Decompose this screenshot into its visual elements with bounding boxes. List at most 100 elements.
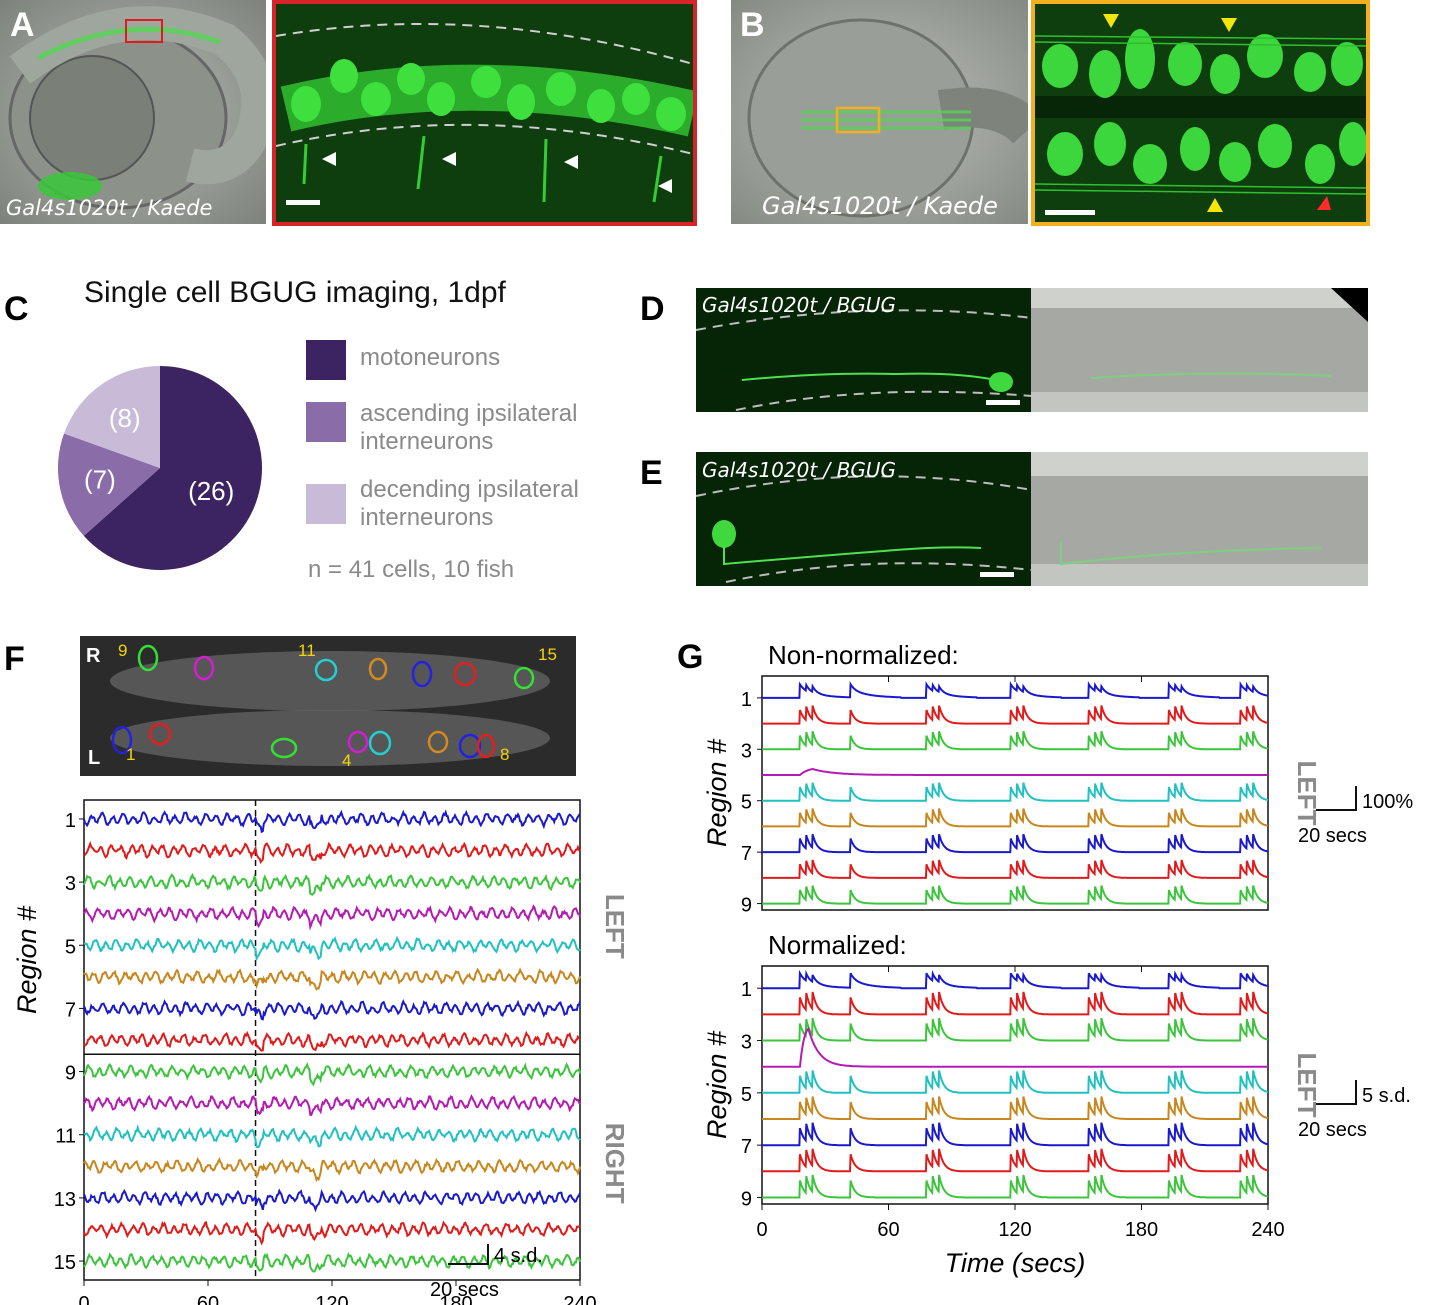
chart-f-ylabel: Region #	[12, 905, 42, 1014]
pie-slice-label: (7)	[84, 465, 116, 495]
legend-swatch-ascending	[306, 402, 346, 442]
chart-f-series-line	[83, 1093, 581, 1116]
embryo-b-drawing	[731, 0, 1028, 224]
chart-f-series-line	[83, 1220, 581, 1246]
panel-b-zoom-image	[1031, 0, 1370, 226]
chart-f-ytick-label: 5	[65, 936, 76, 958]
chart-f-ytick-label: 1	[65, 810, 76, 832]
panel-a-zoom-drawing	[276, 4, 693, 222]
legend-item-ascending: ascending ipsilateral interneurons	[306, 400, 630, 456]
legend-swatch-descending	[306, 484, 346, 524]
panel-e-bright-drawing	[1031, 452, 1368, 586]
roi-number-15: 15	[538, 645, 557, 664]
chart-f-xtick-label: 240	[563, 1293, 596, 1305]
chart-g-bottom-ytick-label: 7	[741, 1136, 752, 1158]
panel-d-fluor-drawing	[696, 288, 1032, 412]
chart-g-top-series-line	[762, 767, 1268, 776]
chart-f-series-line	[83, 967, 581, 991]
chart-f-series-line	[83, 840, 581, 865]
panel-e-caption: Gal4s1020t / BGUG	[702, 458, 897, 482]
chart-f-series-line	[83, 1061, 581, 1087]
chart-g-bottom-group-left: LEFT	[1292, 1053, 1322, 1118]
chart-g-bottom-series-line	[762, 1026, 1268, 1068]
chart-g-bottom-series-line	[762, 991, 1269, 1016]
panel-f-label: F	[4, 640, 25, 678]
roi-number-11: 11	[298, 641, 316, 660]
panel-e-label: E	[640, 454, 663, 492]
panel-g-label: G	[677, 638, 704, 676]
legend-label-motoneurons: motoneurons	[360, 344, 501, 371]
chart-g-top-series-line	[762, 705, 1269, 725]
chart-f-scalebar-x: 20 secs	[430, 1279, 499, 1301]
chart-g-bottom-series-line	[762, 1174, 1269, 1199]
chart-g-top-scalebar	[1316, 786, 1357, 811]
chart-g-top-series-line	[762, 885, 1269, 905]
chart-f-ytick-label: 9	[65, 1063, 76, 1085]
panel-d-label: D	[640, 290, 665, 328]
panel-e-fluorescence-image	[696, 452, 1032, 586]
chart-g-top-series-line	[762, 859, 1268, 879]
chart-f-ytick-label: 7	[65, 999, 76, 1021]
chart-g-top-scalebar-x: 20 secs	[1298, 825, 1367, 847]
panel-b-zoom-drawing	[1035, 4, 1366, 222]
panel-c-label: C	[4, 290, 29, 328]
chart-g-bottom-scalebar	[1316, 1080, 1357, 1105]
chart-f-series-line	[83, 1252, 581, 1273]
roi-side-r: R	[86, 645, 101, 667]
chart-f-frame	[83, 799, 581, 1281]
chart-f-series-line	[83, 1124, 581, 1148]
chart-g-top-ytick-label: 5	[741, 792, 752, 814]
chart-g-top-ylabel: Region #	[702, 738, 732, 847]
chart-f-ytick-label: 15	[54, 1252, 76, 1274]
panel-c-title: Single cell BGUG imaging, 1dpf	[84, 276, 506, 309]
panel-c-footnote: n = 41 cells, 10 fish	[308, 556, 515, 583]
chart-g-traces: 1 3 5 7 9 Region # LEFT Non-normalized: 100% 20 s…	[702, 640, 1413, 1278]
panel-e-fluor-drawing	[696, 452, 1032, 586]
pie-slice	[64, 366, 160, 468]
chart-g-bottom-ylabel: Region #	[702, 1030, 732, 1139]
chart-g-bottom-title: Normalized:	[768, 930, 907, 960]
panel-d-fluorescence-image	[696, 288, 1032, 412]
panel-b-label: B	[740, 6, 765, 44]
roi-number-8: 8	[500, 745, 509, 764]
chart-g-xtick-label: 0	[756, 1219, 767, 1241]
chart-g-top-group-left: LEFT	[1292, 761, 1322, 826]
chart-g-top-ytick-label: 1	[741, 689, 752, 711]
chart-f-series-line	[83, 904, 581, 931]
pie-slice	[83, 366, 263, 570]
panel-a-caption: Gal4s1020t / Kaede	[6, 196, 213, 220]
pie-chart: (26) (7) (8)	[57, 366, 263, 570]
chart-f-ytick-label: 13	[54, 1189, 76, 1211]
legend-label-ascending: ascending ipsilateral interneurons	[360, 400, 578, 455]
embryo-a-drawing	[0, 0, 266, 224]
chart-g-bottom-series-line	[762, 1096, 1269, 1120]
panel-b-caption: Gal4s1020t / Kaede	[762, 192, 998, 220]
chart-g-top-frame	[761, 675, 1269, 911]
chart-g-bottom-ytick-label: 9	[741, 1188, 752, 1210]
chart-g-xtick-label: 60	[877, 1219, 899, 1241]
chart-f-xtick-label: 60	[197, 1293, 219, 1305]
panel-d-brightfield-image	[1031, 288, 1368, 412]
chart-f-traces: 13579111315060120180240Time (secs)Region…	[12, 799, 630, 1305]
chart-g-bottom-ytick-label: 3	[741, 1032, 752, 1054]
chart-f-series-line	[83, 1188, 581, 1213]
chart-f-series-line	[83, 872, 581, 896]
chart-g-bottom-series-line	[762, 1017, 1269, 1042]
roi-number-4: 4	[342, 751, 351, 770]
pie-slice-label: (26)	[188, 476, 234, 506]
chart-g-top-series-line	[762, 782, 1269, 802]
roi-side-l: L	[88, 747, 100, 769]
legend-label-descending: decending ipsilateral interneurons	[360, 476, 579, 531]
chart-f-ytick-label: 3	[65, 873, 76, 895]
chart-g-top-series-line	[762, 681, 1269, 699]
chart-g-top-series-line	[762, 833, 1269, 854]
chart-g-top-ytick-label: 3	[741, 740, 752, 762]
panel-a-zoom-image	[272, 0, 697, 226]
chart-f-xtick-label: 180	[439, 1293, 472, 1305]
chart-g-top-title: Non-normalized:	[768, 640, 959, 670]
chart-g-xtick-label: 120	[998, 1219, 1031, 1241]
panel-f-roi-image: R L 9 11 15 1 4 8	[80, 636, 576, 776]
chart-f-xtick-label: 0	[78, 1293, 89, 1305]
chart-f-scalebar-y: 4 s.d.	[494, 1245, 543, 1267]
chart-g-top-ytick-label: 9	[741, 895, 752, 917]
